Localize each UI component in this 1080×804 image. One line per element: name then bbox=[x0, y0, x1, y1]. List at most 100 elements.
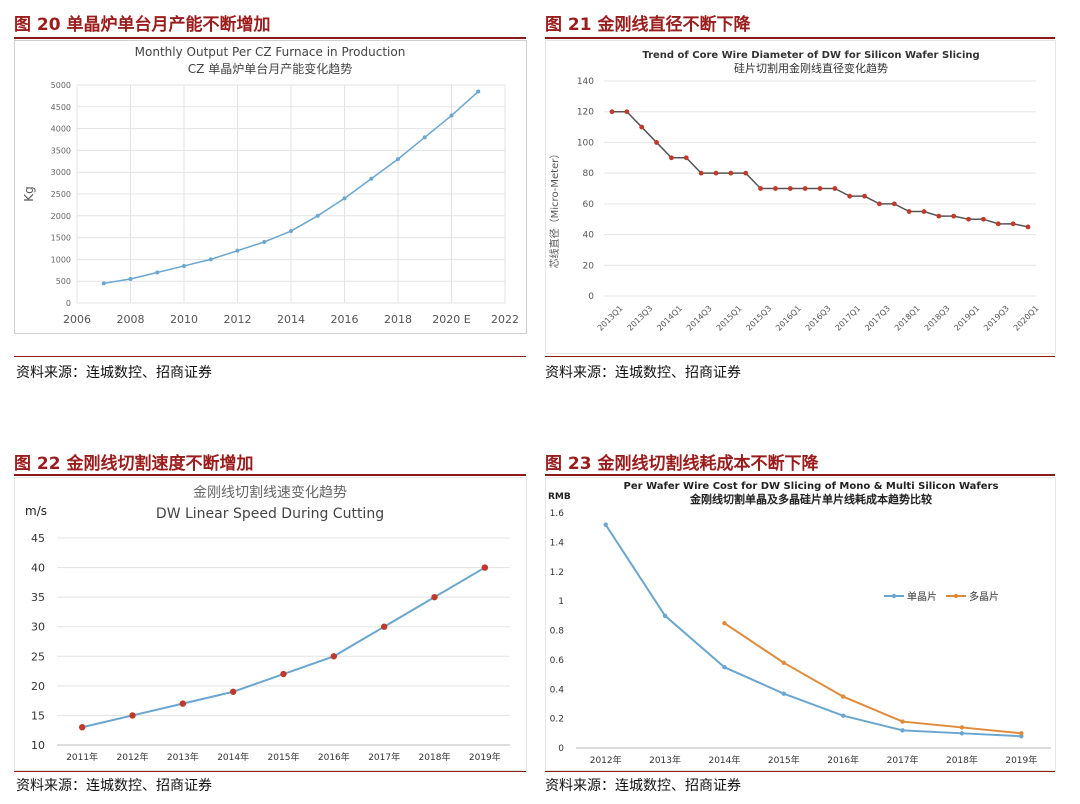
data-point bbox=[639, 124, 645, 130]
data-point bbox=[722, 620, 727, 626]
y-tick-label: 0 bbox=[558, 744, 564, 754]
x-tick-label: 2015年 bbox=[268, 751, 300, 763]
y-tick-label: 20 bbox=[31, 680, 45, 693]
figure-22-chart-frame: 金刚线切割线速变化趋势 DW Linear Speed During Cuttin… bbox=[14, 477, 527, 771]
x-tick-label: 2014 bbox=[277, 313, 305, 326]
x-tick-label: 2018年 bbox=[419, 751, 451, 763]
x-tick-label: 2014Q1 bbox=[655, 304, 684, 333]
x-tick-label: 2015Q1 bbox=[715, 304, 744, 333]
data-point bbox=[1025, 224, 1031, 230]
data-point bbox=[155, 270, 160, 275]
y-tick-label: 1.2 bbox=[550, 568, 564, 578]
y-axis-label: m/s bbox=[25, 504, 47, 518]
data-point bbox=[743, 170, 749, 176]
y-tick-label: 80 bbox=[583, 169, 595, 179]
figure-21-bottom-rule bbox=[545, 356, 1055, 357]
y-tick-label: 10 bbox=[31, 739, 45, 752]
data-point bbox=[900, 728, 905, 733]
data-point bbox=[713, 170, 719, 176]
y-tick-label: 40 bbox=[31, 562, 45, 575]
y-tick-label: 35 bbox=[31, 591, 45, 604]
x-tick-label: 2016Q1 bbox=[774, 304, 803, 333]
y-tick-label: 0 bbox=[66, 299, 71, 308]
data-point bbox=[959, 731, 965, 736]
data-point bbox=[262, 239, 267, 244]
figure-23-bottom-rule bbox=[545, 771, 1055, 772]
y-axis-label: Kg bbox=[22, 186, 36, 202]
chart-title: Monthly Output Per CZ Furnace in Product… bbox=[135, 45, 406, 59]
y-tick-label: 1.6 bbox=[550, 509, 565, 519]
legend-swatch-marker bbox=[891, 593, 897, 599]
x-tick-label: 2017Q1 bbox=[834, 304, 863, 333]
legend-label: 单晶片 bbox=[907, 590, 937, 603]
x-tick-label: 2018Q1 bbox=[893, 304, 922, 333]
data-point bbox=[669, 155, 674, 161]
data-point bbox=[787, 186, 793, 191]
x-tick-label: 2013年 bbox=[649, 754, 681, 766]
x-tick-label: 2012年 bbox=[117, 751, 149, 763]
data-point bbox=[179, 700, 187, 707]
data-point bbox=[728, 170, 734, 176]
figure-23-title: 图 23 金刚线切割线耗成本不断下降 bbox=[545, 454, 819, 474]
data-point bbox=[128, 277, 133, 282]
data-point bbox=[862, 193, 867, 199]
figure-21-chart: Trend of Core Wire Diameter of DW for Si… bbox=[548, 50, 1041, 333]
chart-subtitle: DW Linear Speed During Cutting bbox=[156, 506, 384, 522]
data-point bbox=[422, 135, 427, 140]
data-point bbox=[936, 213, 942, 219]
y-tick-label: 40 bbox=[583, 231, 595, 241]
y-tick-label: 1000 bbox=[51, 255, 71, 264]
data-point bbox=[129, 712, 136, 719]
data-point bbox=[840, 713, 846, 718]
x-tick-label: 2019Q3 bbox=[982, 304, 1011, 333]
data-point bbox=[1010, 221, 1016, 227]
data-point bbox=[449, 113, 454, 118]
x-tick-label: 2017年 bbox=[887, 754, 919, 766]
data-point bbox=[229, 688, 237, 695]
x-tick-label: 2010 bbox=[170, 313, 198, 326]
x-tick-label: 2018Q3 bbox=[923, 304, 952, 333]
y-tick-label: 4500 bbox=[51, 103, 71, 112]
data-point bbox=[609, 109, 615, 115]
figure-21-chart-frame: Trend of Core Wire Diameter of DW for Si… bbox=[545, 40, 1056, 354]
x-tick-label: 2012年 bbox=[590, 754, 622, 766]
data-point bbox=[208, 257, 213, 262]
x-tick-label: 2014年 bbox=[708, 754, 740, 766]
data-point bbox=[235, 248, 240, 253]
data-point bbox=[966, 216, 971, 222]
y-tick-label: 2500 bbox=[51, 190, 71, 199]
y-tick-label: 0.2 bbox=[550, 715, 564, 725]
data-point bbox=[959, 725, 965, 730]
y-tick-label: 3500 bbox=[51, 146, 71, 155]
figure-20-title: 图 20 单晶炉单台月产能不断增加 bbox=[14, 15, 271, 35]
y-tick-label: 1500 bbox=[51, 234, 71, 243]
data-point bbox=[182, 263, 186, 268]
x-tick-label: 2013Q1 bbox=[596, 304, 625, 333]
x-tick-label: 2016 bbox=[331, 313, 359, 326]
data-point bbox=[330, 653, 338, 660]
y-axis-label: RMB bbox=[548, 492, 571, 502]
y-tick-label: 1.4 bbox=[550, 538, 565, 548]
data-point bbox=[481, 564, 489, 571]
x-tick-label: 2014年 bbox=[217, 751, 249, 763]
x-tick-label: 2013年 bbox=[167, 751, 199, 763]
y-tick-label: 0.4 bbox=[550, 685, 565, 695]
figure-22-title: 图 22 金刚线切割速度不断增加 bbox=[14, 454, 254, 474]
y-tick-label: 45 bbox=[31, 532, 45, 545]
x-tick-label: 2019年 bbox=[1005, 754, 1037, 766]
y-tick-label: 20 bbox=[583, 261, 595, 271]
y-tick-label: 15 bbox=[31, 709, 45, 722]
x-tick-label: 2018 bbox=[384, 313, 412, 326]
x-tick-label: 2013Q3 bbox=[626, 304, 655, 333]
data-point bbox=[951, 213, 957, 219]
x-tick-label: 2015Q3 bbox=[744, 304, 773, 333]
chart-subtitle: 金刚线切割单晶及多晶硅片单片线耗成本趋势比较 bbox=[689, 492, 932, 506]
data-point bbox=[101, 281, 106, 286]
figure-20-bottom-rule bbox=[14, 356, 526, 357]
figure-20-chart: Monthly Output Per CZ Furnace in Product… bbox=[22, 45, 519, 326]
figure-22-top-rule bbox=[14, 474, 526, 476]
data-point bbox=[78, 724, 86, 731]
chart-title: Per Wafer Wire Cost for DW Slicing of Mo… bbox=[624, 481, 999, 492]
x-tick-label: 2014Q3 bbox=[685, 304, 714, 333]
chart-title: 金刚线切割线速变化趋势 bbox=[193, 484, 347, 501]
